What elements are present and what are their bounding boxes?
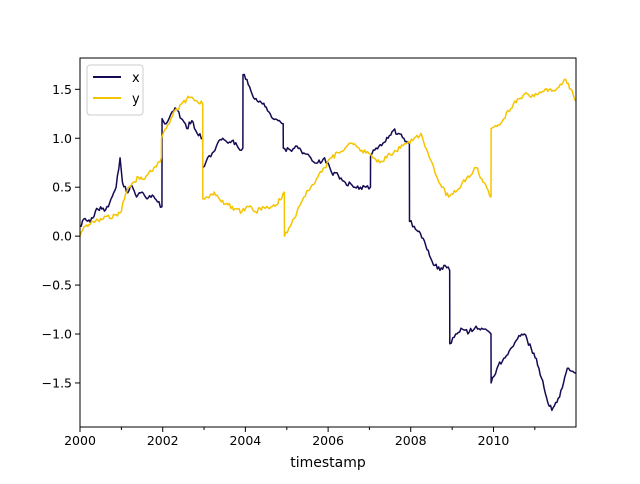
x-tick-label: 2010	[478, 433, 510, 448]
x-tick-label: 2006	[312, 433, 344, 448]
y-tick-label: 1.5	[52, 82, 72, 97]
y-tick-label: −1.0	[42, 327, 72, 342]
y-axis: 1.5 1.0 0.5 0.0 −0.5 −1.0 −1.5	[42, 82, 80, 390]
y-tick-label: −1.5	[42, 375, 72, 390]
y-tick-label: 0.0	[52, 229, 72, 244]
y-tick-label: 0.5	[52, 180, 72, 195]
legend: x y	[86, 64, 144, 116]
x-axis-label: timestamp	[290, 455, 366, 471]
x-tick-label: 2002	[147, 433, 179, 448]
x-tick-label: 2004	[229, 433, 261, 448]
plot-area	[79, 73, 577, 412]
x-axis: 2000 2002 2004 2006 2008 2010	[64, 427, 536, 448]
legend-label-y: y	[132, 92, 140, 107]
y-tick-label: 1.0	[52, 131, 72, 146]
x-tick-label: 2000	[64, 433, 96, 448]
series-line-y	[79, 78, 577, 237]
y-tick-label: −0.5	[42, 278, 72, 293]
x-tick-label: 2008	[395, 433, 427, 448]
legend-label-x: x	[132, 71, 140, 86]
